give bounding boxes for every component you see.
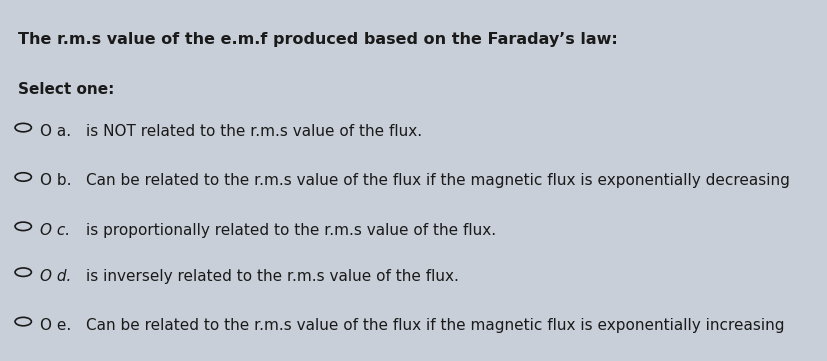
Text: O a.: O a.: [41, 124, 71, 139]
Text: is inversely related to the r.m.s value of the flux.: is inversely related to the r.m.s value …: [86, 269, 458, 284]
Text: O e.: O e.: [41, 318, 71, 333]
Text: O d.: O d.: [41, 269, 71, 284]
Text: Can be related to the r.m.s value of the flux if the magnetic flux is exponentia: Can be related to the r.m.s value of the…: [86, 318, 783, 333]
Text: is proportionally related to the r.m.s value of the flux.: is proportionally related to the r.m.s v…: [86, 223, 495, 238]
Text: O c.: O c.: [41, 223, 70, 238]
Text: Can be related to the r.m.s value of the flux if the magnetic flux is exponentia: Can be related to the r.m.s value of the…: [86, 173, 789, 188]
Text: is NOT related to the r.m.s value of the flux.: is NOT related to the r.m.s value of the…: [86, 124, 422, 139]
Text: O b.: O b.: [41, 173, 72, 188]
Text: Select one:: Select one:: [17, 82, 114, 97]
Text: The r.m.s value of the e.m.f produced based on the Faraday’s law:: The r.m.s value of the e.m.f produced ba…: [17, 32, 617, 47]
